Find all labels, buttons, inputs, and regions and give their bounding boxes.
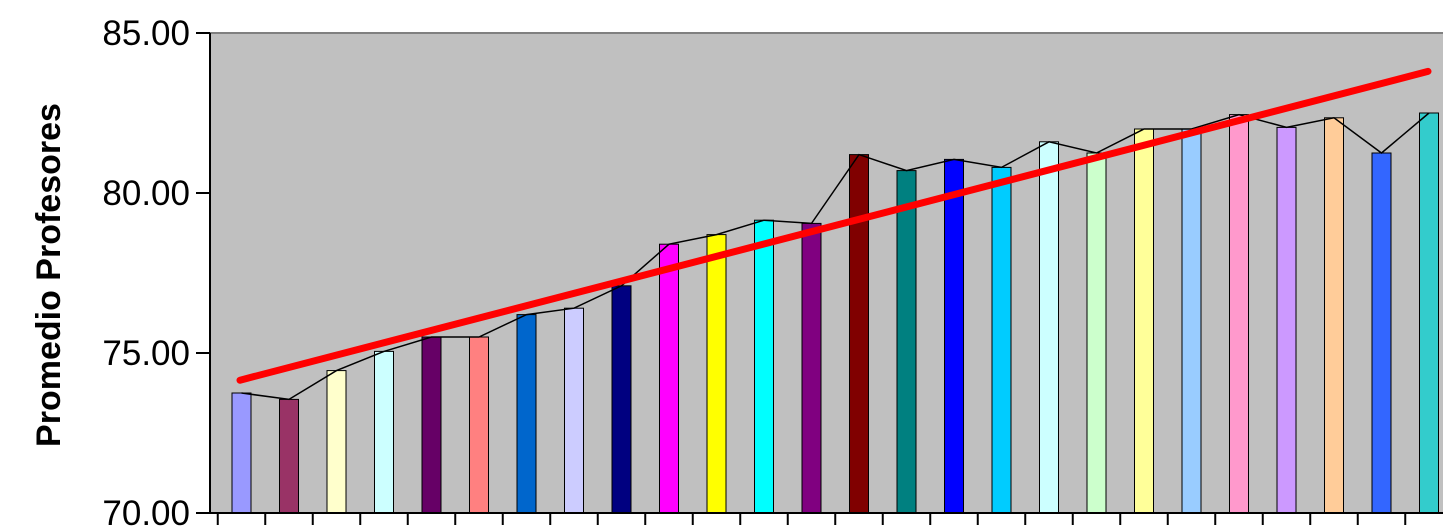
plot-area (210, 33, 1443, 513)
bar (1276, 126, 1297, 514)
bar (1229, 114, 1249, 514)
bar (421, 336, 442, 514)
bar (1181, 128, 1202, 514)
bar (611, 285, 632, 514)
bar (706, 234, 727, 514)
bar (1371, 152, 1392, 514)
value-line (241, 112, 1430, 401)
bar (1419, 112, 1439, 514)
bar (896, 170, 917, 514)
bar (326, 370, 347, 514)
bar (801, 222, 822, 514)
bar (231, 392, 252, 514)
bar (754, 219, 774, 514)
bar (849, 154, 869, 514)
y-tick-label: 85.00 (102, 14, 190, 53)
bar (991, 166, 1012, 514)
y-tick-label: 70.00 (102, 494, 190, 528)
y-tick-label: 75.00 (102, 334, 190, 373)
bar (374, 350, 394, 514)
bar (1134, 128, 1154, 514)
bar (944, 158, 964, 514)
trend-line (236, 67, 1432, 384)
bar (564, 307, 584, 514)
bar (1324, 117, 1344, 514)
bar (516, 314, 537, 514)
bar (1039, 141, 1059, 514)
bar (469, 336, 489, 514)
bar (659, 243, 679, 514)
y-tick-label: 80.00 (102, 174, 190, 213)
bar (1086, 152, 1107, 514)
bar (279, 398, 299, 514)
y-axis-label: Promedio Profesores (30, 103, 68, 447)
